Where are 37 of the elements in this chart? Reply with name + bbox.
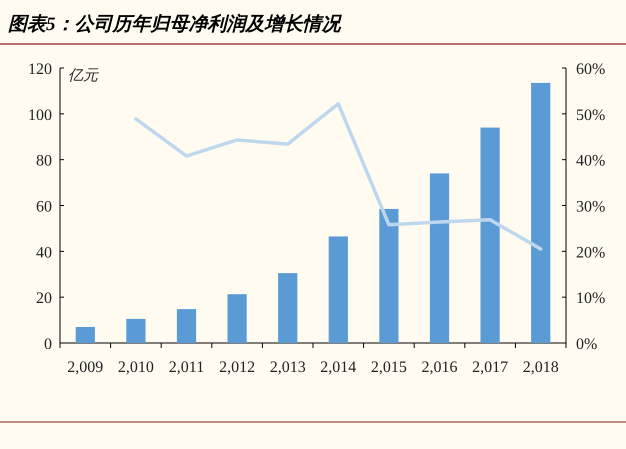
y2-tick-label: 60% bbox=[576, 61, 606, 78]
bar bbox=[227, 294, 247, 343]
bar bbox=[278, 273, 298, 343]
bar bbox=[76, 326, 95, 343]
y-tick-label: 100 bbox=[28, 106, 52, 124]
bar bbox=[430, 173, 450, 343]
y2-tick-label: 30% bbox=[576, 198, 606, 216]
x-tick-label: 2,009 bbox=[67, 359, 104, 376]
y-tick-label: 60 bbox=[36, 198, 52, 216]
y-tick-label: 20 bbox=[36, 290, 52, 308]
bar bbox=[328, 236, 348, 343]
bar bbox=[126, 318, 146, 343]
x-tick-label: 2,014 bbox=[320, 359, 356, 376]
y2-tick-label: 40% bbox=[576, 152, 606, 170]
chart-title: 图表5：公司历年归母净利润及增长情况 bbox=[8, 13, 342, 35]
y-tick-label: 0 bbox=[44, 336, 52, 353]
bar bbox=[379, 208, 399, 343]
y-axis-title: 亿元 bbox=[68, 68, 99, 84]
x-tick-label: 2,016 bbox=[422, 359, 458, 376]
bar bbox=[531, 82, 550, 343]
y-tick-label: 80 bbox=[36, 152, 52, 170]
x-tick-label: 2,015 bbox=[370, 359, 407, 376]
x-tick-label: 2,012 bbox=[219, 359, 256, 376]
x-tick-label: 2,018 bbox=[522, 359, 559, 376]
bar bbox=[480, 128, 500, 343]
x-tick-label: 2,010 bbox=[118, 359, 154, 376]
y2-tick-label: 10% bbox=[576, 290, 606, 308]
y2-tick-label: 0% bbox=[576, 336, 598, 353]
x-tick-label: 2,013 bbox=[270, 359, 306, 376]
y-tick-label: 40 bbox=[36, 244, 52, 262]
line-series bbox=[134, 102, 542, 251]
bar bbox=[176, 309, 196, 343]
x-tick-label: 2,017 bbox=[472, 359, 508, 376]
y2-tick-label: 20% bbox=[576, 244, 606, 262]
x-tick-label: 2,011 bbox=[168, 359, 204, 376]
y-tick-label: 120 bbox=[28, 61, 52, 78]
y2-tick-label: 50% bbox=[576, 106, 606, 124]
